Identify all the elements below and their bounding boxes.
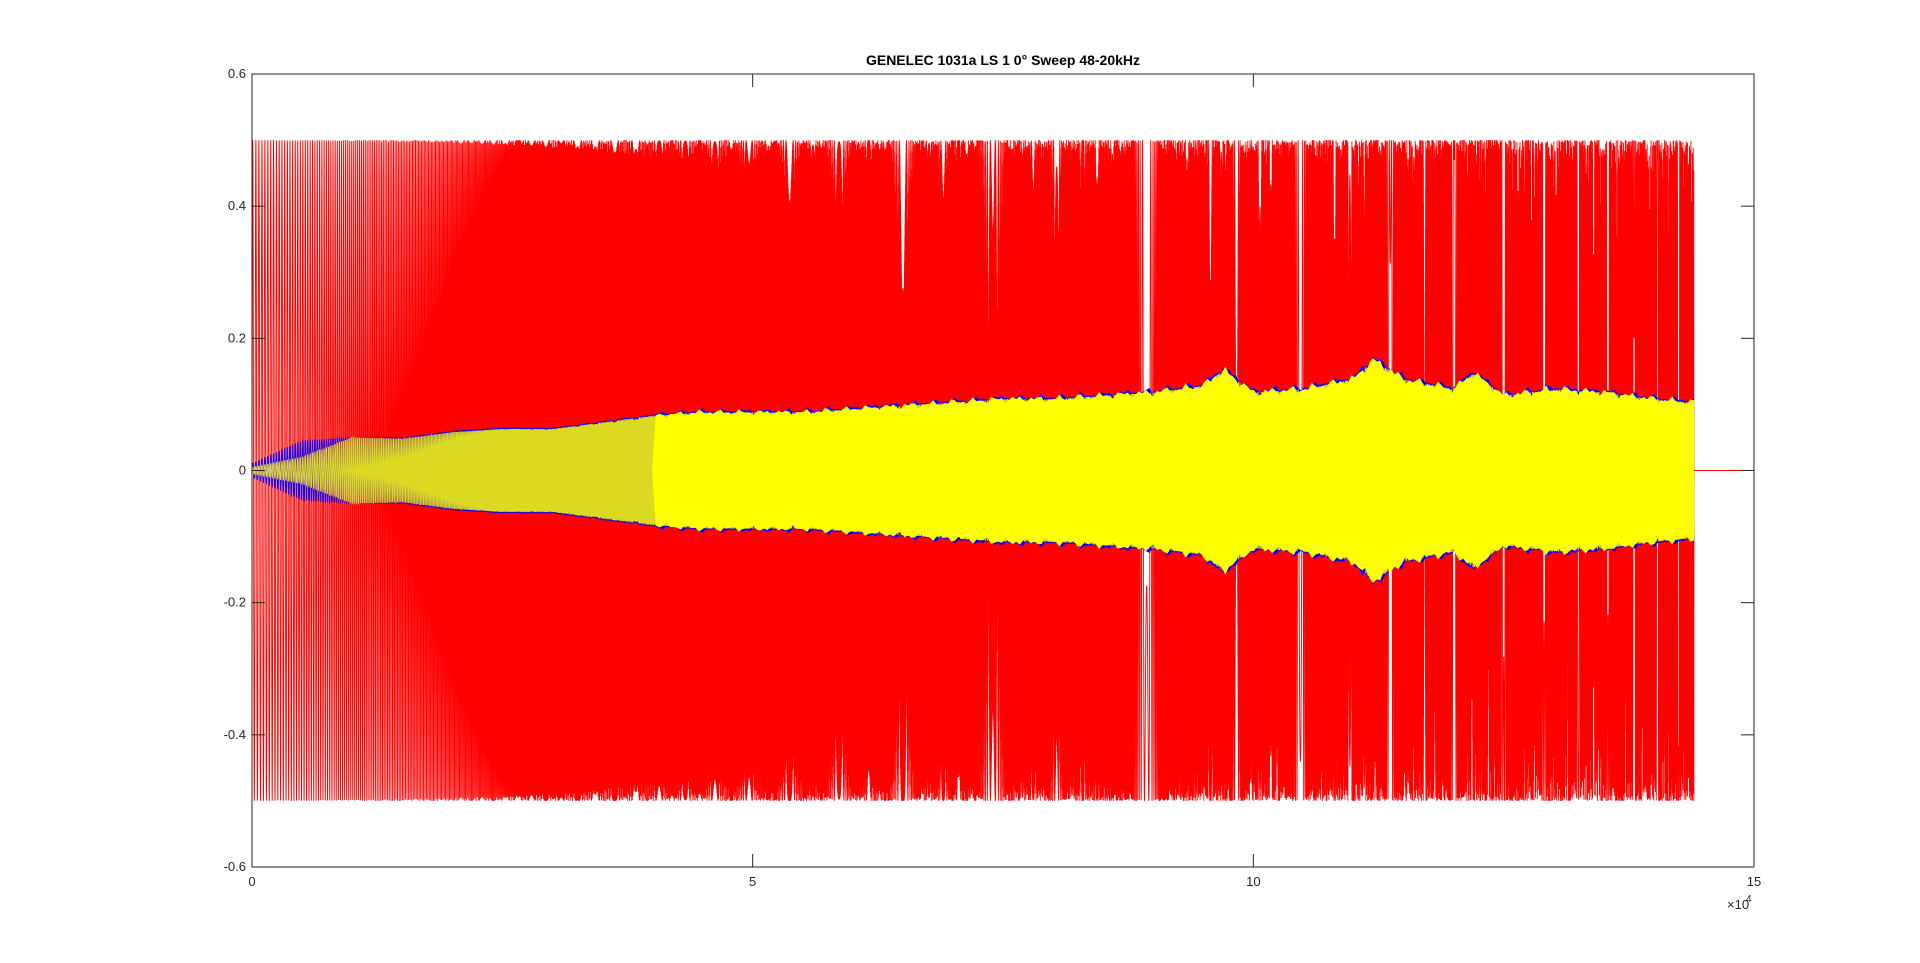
- series-layer: [252, 138, 1754, 801]
- y-tick-label: -0.4: [224, 727, 246, 742]
- x-tick-label: 5: [749, 874, 756, 889]
- x-exponent-power: 4: [1746, 894, 1752, 905]
- y-tick-label: 0: [239, 463, 246, 478]
- x-exponent: ×10 4: [1727, 894, 1752, 912]
- y-tick-label: -0.6: [224, 859, 246, 874]
- y-tick-label: -0.2: [224, 595, 246, 610]
- series-line-excitation: [252, 138, 1695, 801]
- y-tick-label: 0.2: [228, 330, 246, 345]
- chart-title: GENELEC 1031a LS 1 0° Sweep 48-20kHz: [866, 52, 1140, 68]
- x-tick-label: 0: [248, 874, 255, 889]
- y-tick-label: 0.6: [228, 66, 246, 81]
- x-tick-label: 15: [1747, 874, 1761, 889]
- x-exponent-label: ×10: [1727, 897, 1749, 912]
- x-tick-label: 10: [1246, 874, 1260, 889]
- series-line-response-2: [252, 360, 1695, 581]
- y-tick-label: 0.4: [228, 198, 246, 213]
- tick-layer: 0 5 10 15 -0.6 -0.4 -0.2 0 0.2 0.4 0.6: [224, 66, 1762, 889]
